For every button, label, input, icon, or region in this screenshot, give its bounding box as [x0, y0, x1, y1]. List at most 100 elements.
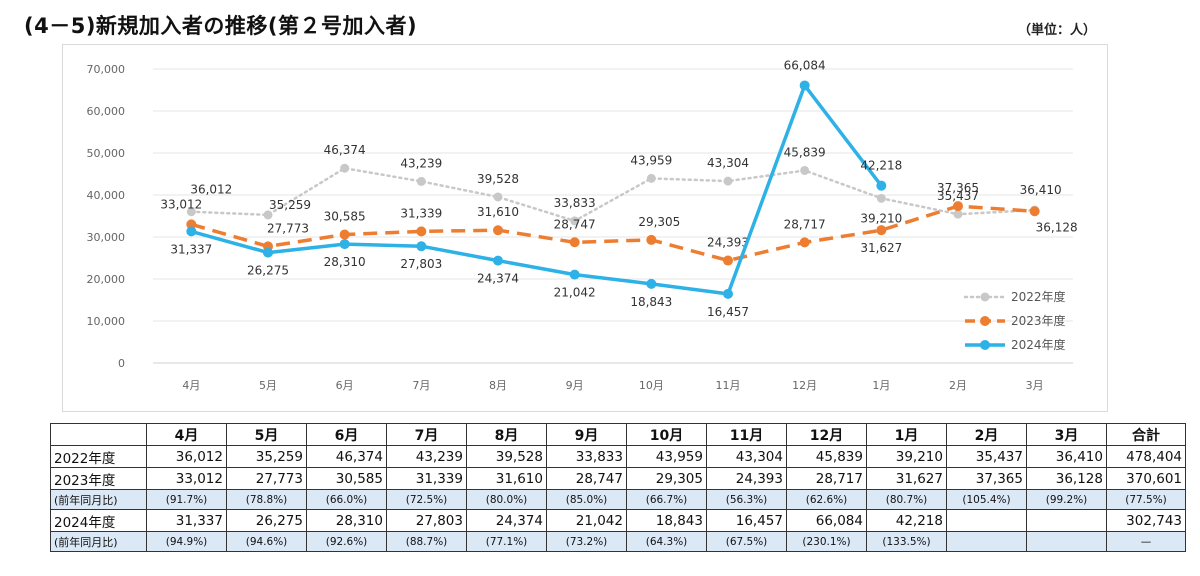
table-cell: 30,585	[306, 467, 387, 490]
data-point	[953, 209, 963, 219]
table-cell: 36,012	[146, 445, 227, 468]
table-cell: 4月	[146, 423, 227, 446]
x-tick-label: 5月	[259, 379, 277, 392]
table-cell: 26,275	[226, 509, 307, 532]
table-cell: 29,305	[626, 467, 707, 490]
data-point	[876, 193, 886, 203]
table-cell: 35,259	[226, 445, 307, 468]
table-cell: 43,959	[626, 445, 707, 468]
table-cell: 31,610	[466, 467, 547, 490]
table-cell: 46,374	[306, 445, 387, 468]
data-point	[493, 225, 503, 236]
table-row: (前年同月比) (91.7%) (78.8%) (66.0%) (72.5%) (80.0…	[50, 489, 1186, 510]
x-tick-label: 4月	[182, 379, 200, 392]
data-label: 36,128	[1036, 220, 1078, 234]
table-cell: (66.7%)	[626, 489, 707, 510]
legend-label: 2023年度	[1011, 313, 1066, 328]
data-label: 39,210	[860, 211, 902, 225]
table-row: (前年同月比) (94.9%) (94.6%) (92.6%) (88.7%) (77.1…	[50, 531, 1186, 552]
table-cell: 5月	[226, 423, 307, 446]
data-label: 28,717	[784, 217, 826, 231]
table-header-row: 4月 5月 6月 7月 8月 9月 10月 11月 12月 1月 2月 3月 合計	[50, 423, 1186, 446]
data-label: 31,627	[860, 241, 902, 255]
table-cell: 33,833	[546, 445, 627, 468]
data-label: 31,337	[170, 242, 212, 256]
data-point	[493, 192, 503, 202]
table-cell: 302,743	[1106, 509, 1186, 532]
table-cell	[1026, 509, 1107, 532]
y-tick-label: 10,000	[87, 315, 126, 328]
line-chart: 0 10,000 20,000 30,000 40,000 50,000 60,000 70,…	[62, 44, 1108, 412]
table-cell: (67.5%)	[706, 531, 787, 552]
data-point	[723, 288, 733, 299]
data-point	[493, 255, 503, 266]
table-cell: (73.2%)	[546, 531, 627, 552]
table-cell: 45,839	[786, 445, 867, 468]
y-tick-label: 50,000	[87, 147, 126, 160]
legend-label: 2024年度	[1011, 337, 1066, 352]
table-cell: 8月	[466, 423, 547, 446]
legend-marker	[980, 316, 990, 326]
data-label: 31,610	[477, 205, 519, 219]
data-label: 35,259	[269, 198, 311, 212]
y-tick-label: 70,000	[87, 63, 126, 76]
data-label: 43,239	[400, 156, 442, 170]
data-point	[646, 278, 657, 289]
table-cell: (80.0%)	[466, 489, 547, 510]
table-cell: 1月	[866, 423, 947, 446]
data-point	[416, 176, 426, 186]
table-cell: 18,843	[626, 509, 707, 532]
data-label: 35,437	[937, 189, 979, 203]
table-cell: 39,210	[866, 445, 947, 468]
table-cell: 36,410	[1026, 445, 1107, 468]
data-label: 28,310	[324, 255, 366, 269]
data-label: 16,457	[707, 305, 749, 319]
data-label: 28,747	[554, 217, 596, 231]
data-point	[186, 207, 196, 217]
table-cell: (88.7%)	[386, 531, 467, 552]
table-cell: 42,218	[866, 509, 947, 532]
table-cell: (72.5%)	[386, 489, 467, 510]
table-cell: 28,717	[786, 467, 867, 490]
x-tick-label: 12月	[792, 379, 817, 392]
table-cell: 24,374	[466, 509, 547, 532]
data-point	[340, 163, 350, 173]
table-cell: (56.3%)	[706, 489, 787, 510]
table-cell: 35,437	[946, 445, 1027, 468]
data-label: 36,012	[190, 183, 232, 197]
row-header-cell: 2024年度	[50, 509, 147, 532]
data-label: 45,839	[784, 145, 826, 159]
table-cell: 36,128	[1026, 467, 1107, 490]
legend-marker	[980, 292, 990, 302]
y-tick-label: 60,000	[87, 105, 126, 118]
table-cell: —	[1106, 531, 1186, 552]
row-header-cell	[50, 423, 147, 446]
data-label: 27,773	[267, 221, 309, 235]
table-cell: (133.5%)	[866, 531, 947, 552]
data-point	[186, 226, 197, 237]
series-line-2022年度	[190, 166, 1036, 223]
table-cell: (91.7%)	[146, 489, 227, 510]
table-cell: 16,457	[706, 509, 787, 532]
data-label: 29,305	[638, 215, 680, 229]
data-label: 18,843	[630, 295, 672, 309]
data-point	[723, 176, 733, 186]
table-cell: 31,337	[146, 509, 227, 532]
table-cell: 7月	[386, 423, 467, 446]
y-tick-label: 20,000	[87, 273, 126, 286]
y-tick-label: 40,000	[87, 189, 126, 202]
table-cell: 478,404	[1106, 445, 1186, 468]
y-tick-label: 0	[118, 357, 125, 370]
table-cell: 66,084	[786, 509, 867, 532]
table-cell: (92.6%)	[306, 531, 387, 552]
table-cell: 370,601	[1106, 467, 1186, 490]
table-cell: 28,310	[306, 509, 387, 532]
table-cell: (78.8%)	[226, 489, 307, 510]
table-cell: 2月	[946, 423, 1027, 446]
table-cell: 24,393	[706, 467, 787, 490]
x-tick-label: 6月	[336, 379, 354, 392]
table-cell: 43,304	[706, 445, 787, 468]
data-label: 27,803	[400, 257, 442, 271]
data-point	[876, 180, 887, 191]
table-cell: 39,528	[466, 445, 547, 468]
